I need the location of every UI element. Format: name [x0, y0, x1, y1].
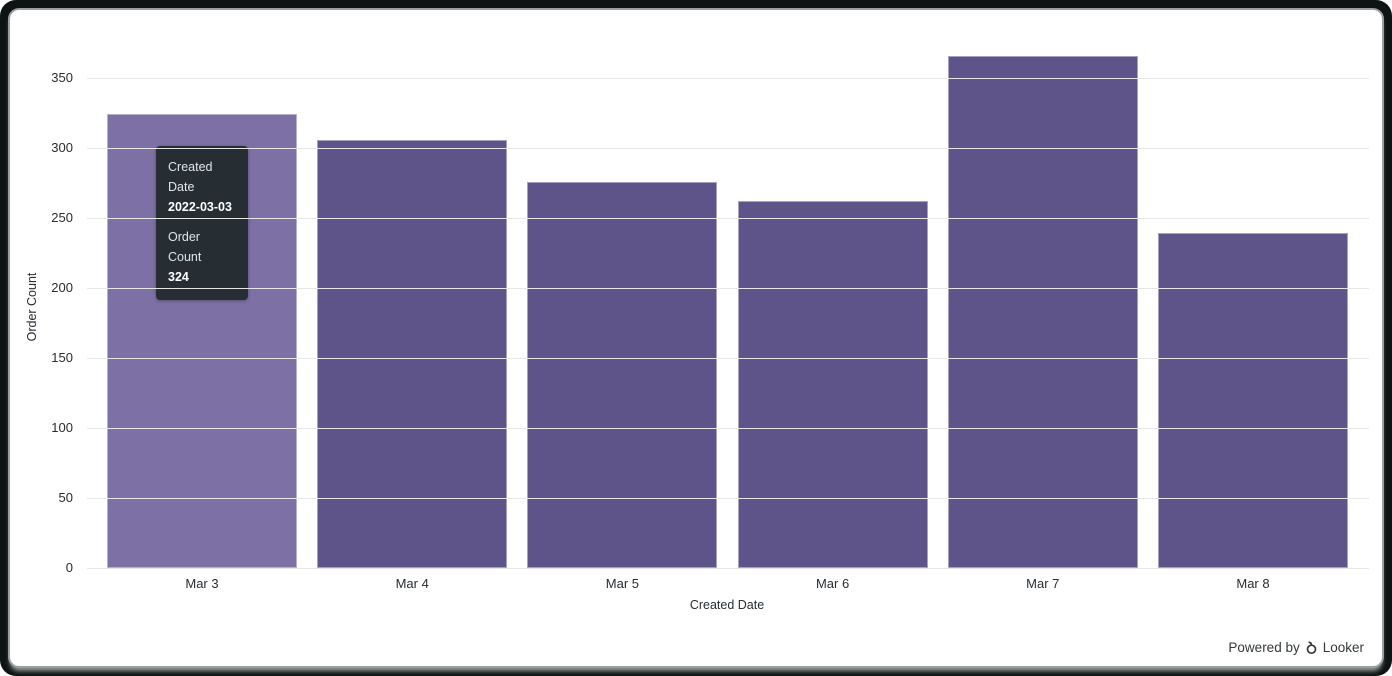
y-axis-tick-label: 350 — [51, 70, 73, 85]
x-axis-tick-label: Mar 4 — [395, 576, 429, 591]
looker-brand-text: Looker — [1322, 640, 1364, 655]
y-axis-title: Order Count — [25, 272, 39, 342]
tooltip-measure-label: Order Count — [168, 230, 202, 264]
gridline-y-100 — [87, 428, 1369, 429]
bar-mar-5[interactable] — [527, 181, 718, 568]
y-axis-tick-label: 150 — [51, 350, 73, 365]
y-axis-tick-label: 300 — [51, 140, 73, 155]
y-axis-tick-label: 0 — [65, 560, 73, 575]
bar-mar-6[interactable] — [737, 201, 928, 568]
powered-by-looker[interactable]: Powered by Looker — [1228, 639, 1364, 656]
x-axis-tick-label: Mar 5 — [605, 576, 639, 591]
looker-logo-icon — [1303, 639, 1320, 656]
tooltip-dimension-value: 2022-03-03 — [168, 200, 232, 214]
y-axis-tick-label: 250 — [51, 210, 73, 225]
gridline-y-200 — [87, 288, 1369, 289]
plot-area: Created Date 2022-03-03 Order Count 324 … — [10, 10, 1382, 666]
y-axis-tick-label: 200 — [51, 280, 73, 295]
tooltip-measure-value: 324 — [168, 270, 189, 284]
x-axis-tick-label: Mar 6 — [815, 576, 850, 591]
bar-mar-8[interactable] — [1158, 233, 1348, 568]
bar-mar-4[interactable] — [317, 139, 508, 568]
gridline-y-350 — [87, 78, 1369, 79]
gridline-y-300 — [87, 148, 1369, 149]
tooltip: Created Date 2022-03-03 Order Count 324 — [156, 146, 248, 300]
x-axis-tick-label: Mar 3 — [185, 576, 219, 591]
x-axis-tick-label: Mar 7 — [1026, 576, 1060, 591]
x-axis-title: Created Date — [689, 598, 765, 612]
gridline-y-250 — [87, 218, 1369, 219]
y-axis-tick-label: 50 — [58, 490, 73, 505]
gridline-y-50 — [87, 498, 1369, 499]
powered-by-text: Powered by — [1228, 640, 1300, 655]
bar-mar-7[interactable] — [947, 55, 1138, 568]
x-axis-tick-label: Mar 8 — [1236, 576, 1270, 591]
tooltip-dimension-label: Created Date — [168, 160, 213, 194]
gridline-y-0 — [87, 568, 1369, 569]
y-axis-tick-label: 100 — [51, 420, 73, 435]
gridline-y-150 — [87, 358, 1369, 359]
chart-panel: Created Date 2022-03-03 Order Count 324 … — [10, 10, 1382, 666]
